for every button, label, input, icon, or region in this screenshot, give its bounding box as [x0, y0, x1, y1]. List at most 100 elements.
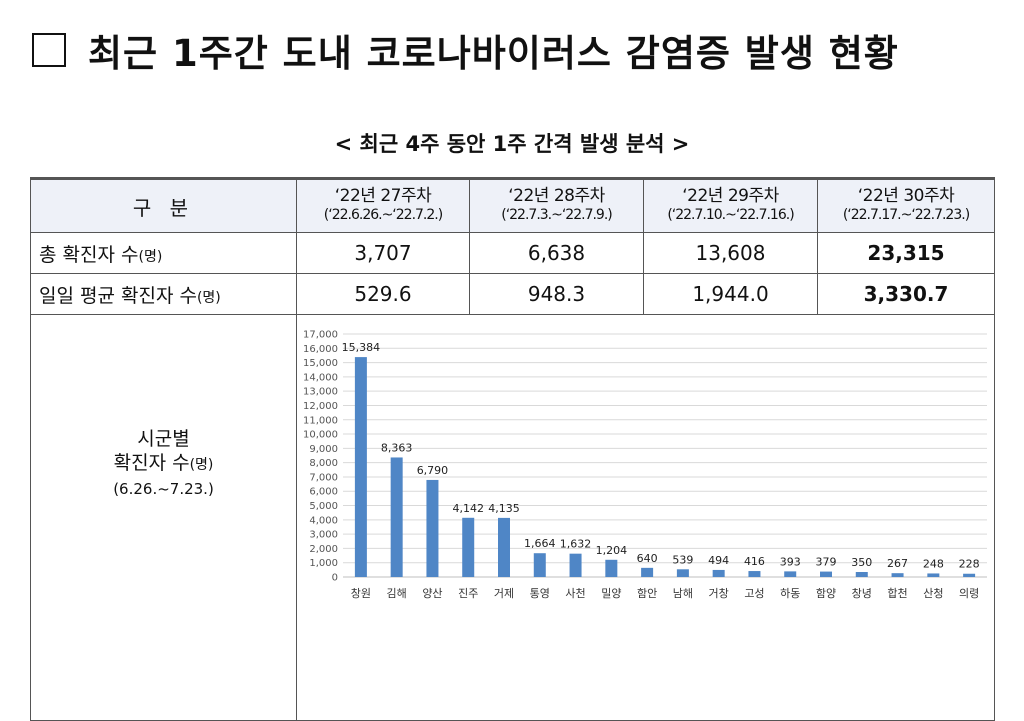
chart-row-label-line1: 시군별 — [137, 428, 190, 450]
x-tick-label: 거창 — [709, 587, 729, 600]
bar — [676, 569, 689, 577]
y-tick-label: 2,000 — [309, 544, 338, 555]
bar — [748, 571, 761, 577]
bar — [390, 457, 403, 577]
week-label: ‘22년 29주차 — [682, 186, 779, 206]
chart-cell: 0 1,000 2,000 3,000 4,000 5,000 6,000 7,000 8,00… — [296, 314, 995, 721]
table-row-daily-avg: 일일 평균 확진자 수(명) 529.6 948.3 1,944.0 3,330… — [30, 273, 995, 315]
week-range: (‘22.6.26.~‘22.7.2.) — [323, 207, 443, 223]
checkbox-square-icon — [32, 33, 66, 67]
bar — [855, 571, 868, 577]
data-label: 416 — [744, 555, 765, 568]
data-label: 1,664 — [524, 537, 556, 550]
table-subtitle: < 최근 4주 동안 1주 간격 발생 분석 > — [334, 132, 690, 156]
bar — [963, 573, 976, 577]
page-title: 최근 1주간 도내 코로나바이러스 감염증 발생 현황 — [32, 22, 899, 78]
y-tick-label: 13,000 — [303, 387, 338, 398]
data-label: 6,790 — [417, 464, 449, 477]
table-header-row: 구 분 ‘22년 27주차 (‘22.6.26.~‘22.7.2.) ‘22년 … — [30, 177, 995, 233]
week-label: ‘22년 30주차 — [857, 186, 955, 206]
data-label: 8,363 — [381, 441, 413, 454]
bar — [712, 569, 725, 577]
y-tick-label: 4,000 — [309, 515, 338, 526]
bar-chart: 0 1,000 2,000 3,000 4,000 5,000 6,000 7,000 8,00… — [303, 330, 987, 600]
x-tick-label: 산청 — [923, 587, 943, 600]
week-header-28: ‘22년 28주차 (‘22.7.3.~‘22.7.9.) — [469, 177, 644, 233]
bar — [820, 571, 832, 577]
week-header-30: ‘22년 30주차 (‘22.7.17.~‘22.7.23.) — [817, 177, 995, 233]
bar — [354, 357, 367, 577]
x-tick-label: 양산 — [422, 587, 442, 600]
x-tick-label: 거제 — [494, 587, 514, 600]
value-cell: 3,707 — [296, 232, 470, 274]
bar — [498, 517, 510, 577]
row-label-daily-avg: 일일 평균 확진자 수(명) — [30, 273, 297, 315]
y-tick-label: 14,000 — [303, 372, 338, 383]
x-tick-label: 김해 — [387, 586, 407, 600]
y-tick-label: 8,000 — [309, 458, 338, 469]
bar — [784, 571, 797, 577]
y-tick-label: 6,000 — [309, 487, 338, 498]
y-tick-label: 7,000 — [309, 472, 338, 483]
data-label: 267 — [887, 557, 908, 570]
week-range: (‘22.7.3.~‘22.7.9.) — [501, 207, 613, 223]
value-cell: 3,330.7 — [817, 273, 995, 315]
y-tick-label: 17,000 — [303, 330, 338, 341]
chart-row-label-text: 확진자 수 — [113, 452, 190, 474]
value-cell: 529.6 — [296, 273, 470, 315]
y-tick-label: 11,000 — [303, 415, 338, 426]
x-tick-label: 합천 — [887, 586, 907, 600]
x-tick-label: 함안 — [637, 587, 657, 600]
row-label-unit: (명) — [196, 289, 221, 306]
y-tick-label: 15,000 — [303, 358, 338, 369]
y-tick-label: 9,000 — [309, 444, 338, 455]
chart-row-label: 시군별 확진자 수(명) (6.26.~7.23.) — [30, 314, 297, 721]
bar — [533, 553, 546, 577]
row-label-text: 일일 평균 확진자 수 — [39, 284, 197, 307]
chart-row-label-range: (6.26.~7.23.) — [113, 480, 214, 498]
week-range: (‘22.7.10.~‘22.7.16.) — [667, 207, 794, 223]
bar — [426, 479, 439, 577]
x-tick-label: 의령 — [959, 587, 979, 600]
bar — [641, 567, 654, 577]
data-label: 393 — [780, 555, 801, 568]
y-tick-label: 12,000 — [303, 401, 338, 412]
y-tick-label: 0 — [332, 573, 338, 584]
x-tick-label: 함양 — [816, 587, 836, 600]
row-label-total: 총 확진자 수(명) — [30, 232, 297, 274]
table-row-chart: 시군별 확진자 수(명) (6.26.~7.23.) 0 1,000 2,000 3,… — [30, 314, 995, 721]
data-label: 350 — [851, 556, 872, 569]
data-label: 494 — [708, 554, 729, 567]
y-tick-label: 3,000 — [309, 530, 338, 541]
data-label: 640 — [637, 552, 658, 565]
value-cell: 13,608 — [643, 232, 818, 274]
data-label: 4,135 — [488, 502, 520, 515]
x-tick-label: 하동 — [780, 586, 800, 600]
x-tick-label: 남해 — [673, 586, 693, 600]
x-tick-label: 진주 — [458, 587, 478, 600]
bar — [891, 573, 904, 577]
data-label: 379 — [816, 556, 837, 569]
data-label: 228 — [959, 558, 980, 571]
y-tick-label: 16,000 — [303, 344, 338, 355]
bar — [462, 517, 475, 577]
page-title-text: 최근 1주간 도내 코로나바이러스 감염증 발생 현황 — [88, 32, 899, 75]
chart-row-label-line2: 확진자 수(명) — [31, 451, 296, 477]
x-tick-label: 창원 — [351, 587, 371, 600]
week-header-29: ‘22년 29주차 (‘22.7.10.~‘22.7.16.) — [643, 177, 818, 233]
week-label: ‘22년 27주차 — [334, 186, 432, 206]
y-tick-label: 10,000 — [303, 430, 338, 441]
header-label: 구 분 — [30, 177, 297, 233]
value-cell: 6,638 — [469, 232, 644, 274]
x-tick-label: 밀양 — [601, 587, 621, 600]
y-tick-label: 1,000 — [309, 558, 338, 569]
data-label: 1,632 — [560, 538, 592, 551]
week-header-27: ‘22년 27주차 (‘22.6.26.~‘22.7.2.) — [296, 177, 470, 233]
bar — [927, 573, 940, 577]
x-tick-label: 통영 — [530, 587, 550, 600]
data-label: 539 — [672, 553, 693, 566]
week-range: (‘22.7.17.~‘22.7.23.) — [842, 207, 970, 223]
table-row-total: 총 확진자 수(명) 3,707 6,638 13,608 23,315 — [30, 232, 995, 274]
bar — [569, 553, 582, 577]
x-tick-label: 고성 — [744, 587, 764, 600]
